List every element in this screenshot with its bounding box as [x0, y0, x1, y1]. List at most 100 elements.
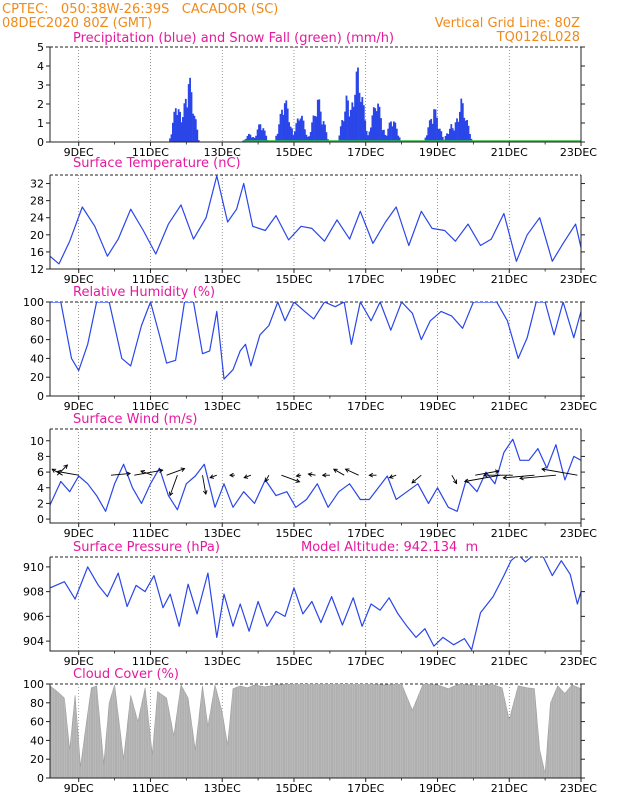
precip-bar	[316, 99, 319, 142]
wind-vector-head	[321, 472, 327, 478]
precip-bar	[378, 106, 381, 142]
precip-bar	[262, 128, 265, 142]
wind-panel: 0 2 4 6 8 10 9DEC 11DEC 13DEC 15DEC 17DEC 19DEC 21DE…	[30, 428, 597, 540]
precip-bar	[457, 121, 460, 142]
precip-bar	[252, 137, 255, 142]
precip-bar	[169, 138, 171, 142]
pressure-xtick-label: 17DEC	[347, 655, 384, 668]
rh-xtick-label: 21DEC	[491, 400, 528, 413]
precip-bar	[338, 135, 341, 142]
wind-vector-head	[332, 468, 338, 473]
precip-ytick-label: 4	[37, 60, 44, 73]
precip-bar	[283, 103, 286, 142]
wind-vector	[169, 475, 178, 496]
precip-panel: 0 1 2 3 4 5 9DEC 11DEC 13DEC 15DEC 17DEC 19DEC 21DEC…	[37, 41, 597, 159]
precip-bar	[352, 106, 355, 142]
rh-frame	[49, 302, 582, 397]
precip-bar	[391, 126, 394, 142]
precip-bar	[456, 118, 458, 142]
pressure-xtick-label: 11DEC	[132, 655, 169, 668]
wind-vector-head	[541, 467, 546, 472]
cloud-ytick-label: 0	[37, 772, 44, 785]
precip-bar	[294, 131, 296, 142]
wind-ytick-label: 8	[37, 450, 44, 463]
wind-vector	[244, 474, 252, 479]
wind-vector	[264, 474, 270, 482]
header-model: TQ0126L028	[496, 30, 580, 45]
model-altitude: Model Altitude: 942.134 m	[301, 540, 478, 555]
wind-vector	[110, 473, 131, 476]
wind-vector	[345, 468, 359, 476]
precip-bar	[342, 121, 345, 142]
cloud-panel: 0 20 40 60 80 100 9DEC 11DEC 13DEC 15DEC 17DEC 19DE…	[23, 678, 597, 795]
precip-bar	[275, 135, 278, 142]
precip-bar	[174, 108, 177, 142]
precip-bar	[325, 132, 328, 142]
precip-bar	[302, 120, 305, 142]
temp-xtick-label: 15DEC	[275, 273, 312, 286]
rh-ytick-label: 60	[30, 334, 44, 347]
precip-bar	[170, 134, 173, 142]
pressure-line	[50, 557, 581, 651]
temp-xtick-label: 13DEC	[204, 273, 241, 286]
temp-data	[50, 175, 581, 265]
wind-vector	[411, 474, 422, 484]
rh-xtick-label: 13DEC	[204, 400, 241, 413]
precip-data	[169, 67, 581, 142]
precip-bar	[430, 118, 433, 142]
temp-ytick-label: 12	[30, 263, 44, 276]
wind-vector	[51, 468, 63, 476]
precip-bar	[453, 130, 456, 142]
precip-bar	[467, 125, 470, 142]
precip-bar	[387, 128, 390, 142]
temp-xtick-label: 23DEC	[560, 273, 597, 286]
pressure-title: Surface Pressure (hPa)	[73, 540, 220, 555]
precip-bar	[265, 135, 268, 142]
wind-vector	[166, 468, 185, 476]
precip-bar	[437, 128, 440, 142]
precip-bar	[176, 115, 179, 142]
wind-vector	[56, 464, 68, 476]
cloud-xtick-label: 23DEC	[560, 782, 597, 795]
pressure-frame	[49, 557, 582, 652]
temp-panel: 12 16 20 24 28 32 9DEC 11DEC 13DEC 15DEC 17DEC 19DE…	[30, 174, 597, 286]
wind-vector-head	[295, 473, 301, 478]
pressure-data	[50, 557, 581, 651]
precip-bar	[292, 135, 295, 142]
rh-xtick-label: 9DEC	[64, 400, 94, 413]
wind-vector	[464, 474, 501, 482]
precip-bar	[319, 111, 322, 142]
precip-bar	[377, 103, 379, 142]
precip-bar	[394, 122, 397, 142]
precip-bar	[322, 121, 325, 142]
precip-bar	[375, 111, 378, 142]
precip-bar	[318, 99, 321, 142]
wind-vector-head	[140, 470, 145, 475]
wind-vector-head	[494, 469, 500, 474]
precip-bar	[440, 131, 443, 142]
rh-xtick-label: 23DEC	[560, 400, 597, 413]
wind-vector	[519, 474, 556, 479]
wind-vector-head	[229, 472, 234, 478]
wind-ytick-label: 4	[37, 482, 44, 495]
precip-bar	[296, 118, 299, 142]
precip-bar	[309, 132, 312, 142]
wind-vector-head	[368, 472, 374, 478]
precip-bar	[355, 71, 358, 142]
precip-bar	[184, 98, 187, 142]
wind-vector-head	[264, 477, 269, 483]
wind-vector	[202, 475, 207, 495]
precip-xtick-label: 17DEC	[347, 146, 384, 159]
precip-bar	[349, 109, 352, 142]
precip-bar	[278, 124, 280, 142]
wind-xtick-label: 21DEC	[491, 527, 528, 540]
wind-xtick-label: 13DEC	[204, 527, 241, 540]
precip-bar	[186, 107, 189, 142]
wind-title: Surface Wind (m/s)	[73, 412, 197, 427]
wind-vector-head	[202, 490, 208, 496]
precip-bar	[183, 103, 186, 142]
wind-vector-head	[344, 468, 350, 473]
precip-bar	[315, 116, 318, 142]
temp-xtick-label: 17DEC	[347, 273, 384, 286]
